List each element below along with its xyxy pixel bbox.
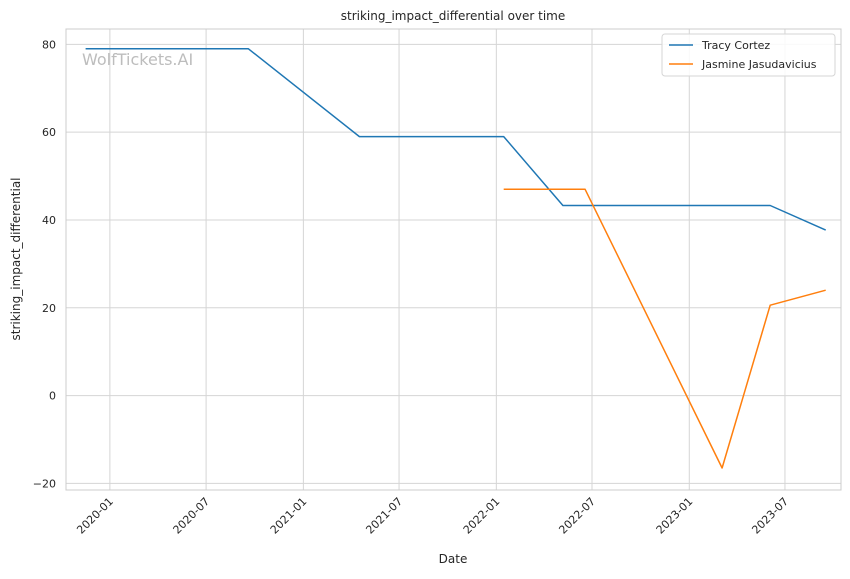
y-tick-label: 80	[42, 38, 56, 51]
y-tick-label: 60	[42, 126, 56, 139]
y-axis-title: striking_impact_differential	[9, 177, 23, 340]
x-axis-title: Date	[439, 552, 468, 566]
chart-title: striking_impact_differential over time	[341, 9, 566, 23]
series-line-jasmine-jasudavicius	[503, 188, 826, 469]
y-tick-label: 20	[42, 302, 56, 315]
y-tick-label: −20	[33, 477, 56, 490]
legend-label-tracy-cortez: Tracy Cortez	[701, 39, 770, 52]
y-tick-label: 40	[42, 214, 56, 227]
series-line-tracy-cortez	[85, 48, 827, 231]
legend-label-jasmine-jasudavicius: Jasmine Jasudavicius	[701, 58, 817, 71]
plot-area-frame	[65, 28, 842, 491]
legend-box	[661, 33, 836, 77]
y-tick-label: 0	[49, 390, 56, 403]
watermark-text: WolfTickets.AI	[82, 50, 193, 69]
series-lines	[85, 48, 827, 469]
legend: Tracy Cortez Jasmine Jasudavicius	[661, 33, 836, 77]
